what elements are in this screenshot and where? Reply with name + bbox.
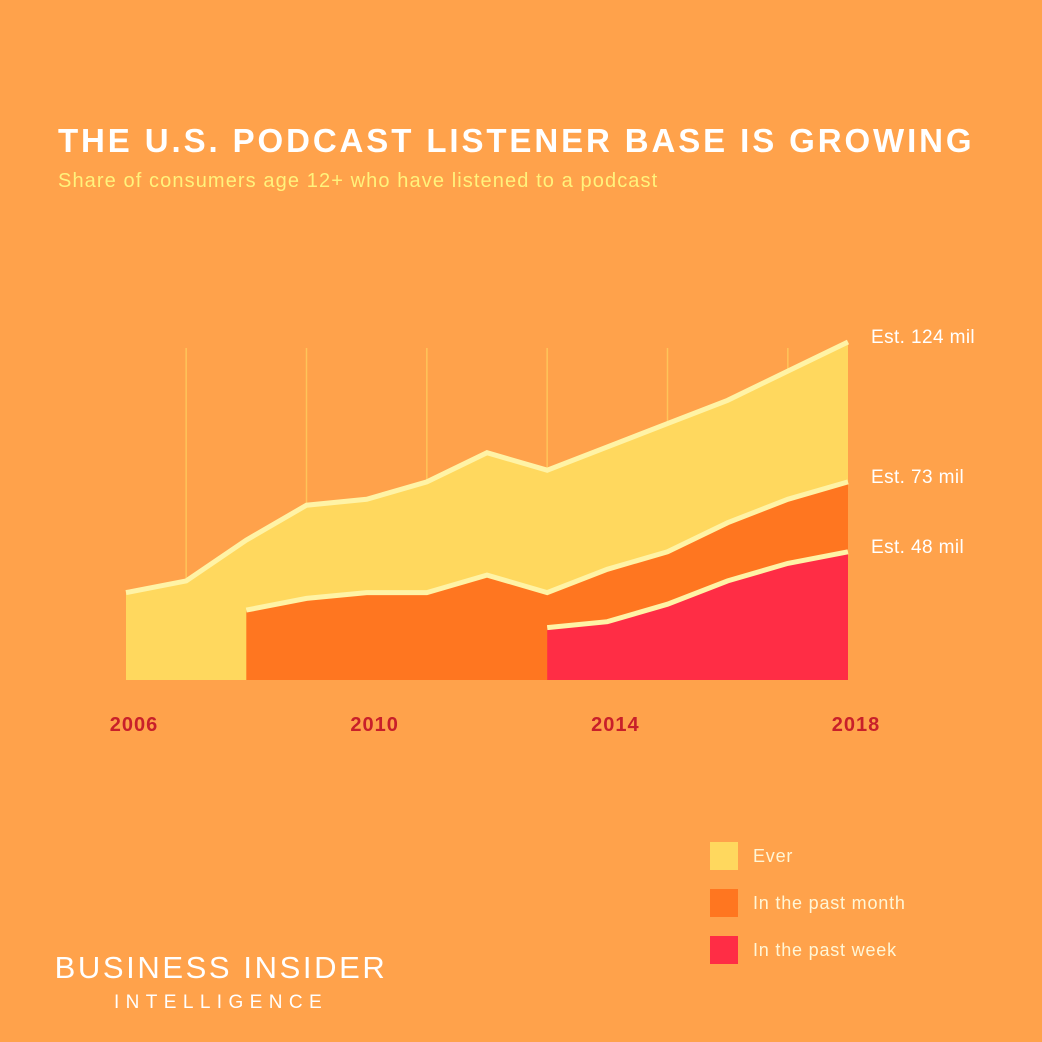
x-tick-label-2014: 2014 bbox=[591, 714, 640, 736]
x-tick-label-2010: 2010 bbox=[350, 714, 399, 736]
annotations: Est. 124 mil Est. 73 mil Est. 48 mil bbox=[871, 327, 975, 558]
x-tick-label-2006: 2006 bbox=[110, 714, 159, 736]
brand-subname: INTELLIGENCE bbox=[113, 992, 329, 1013]
brand-logo: BUSINESS INSIDER INTELLIGENCE bbox=[40, 950, 402, 1014]
chart-subtitle: Share of consumers age 12+ who have list… bbox=[58, 170, 659, 192]
legend-swatch-ever bbox=[710, 842, 738, 870]
chart-title: THE U.S. PODCAST LISTENER BASE IS GROWIN… bbox=[58, 122, 975, 159]
brand-name: BUSINESS INSIDER bbox=[54, 950, 388, 985]
area-series bbox=[126, 342, 849, 680]
legend-label-past-week: In the past week bbox=[753, 940, 897, 960]
legend-swatch-past-month bbox=[710, 889, 738, 917]
area-in-the-past-week bbox=[547, 551, 848, 680]
legend-label-past-month: In the past month bbox=[753, 893, 906, 913]
annotation-ever: Est. 124 mil bbox=[871, 327, 975, 348]
x-tick-label-2018: 2018 bbox=[832, 714, 881, 736]
annotation-in-the-past-week: Est. 48 mil bbox=[871, 537, 964, 558]
legend-swatch-past-week bbox=[710, 936, 738, 964]
line-in-the-past-week bbox=[546, 549, 849, 631]
legend-label-ever: Ever bbox=[753, 846, 794, 866]
x-axis-ticks: 2006 2010 2014 2018 bbox=[110, 714, 881, 736]
annotation-in-the-past-month: Est. 73 mil bbox=[871, 467, 964, 488]
series-outlines bbox=[125, 339, 850, 631]
